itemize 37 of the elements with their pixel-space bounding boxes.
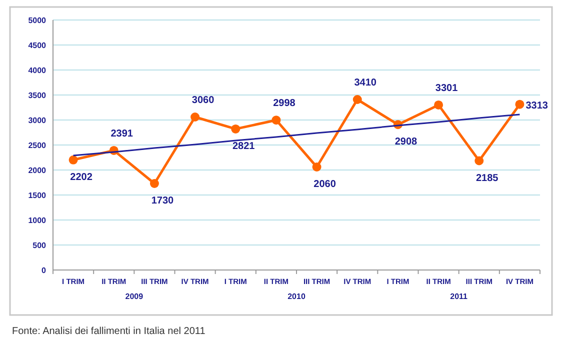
y-tick-label: 3000 (28, 116, 47, 125)
y-tick-label: 1000 (28, 216, 47, 225)
y-tick-label: 3500 (28, 91, 47, 100)
data-label: 1730 (151, 196, 174, 206)
data-label: 2908 (394, 136, 418, 148)
point (434, 100, 444, 110)
y-tick-label: 2500 (28, 141, 47, 150)
text: 2010 (288, 292, 306, 301)
point (474, 156, 484, 166)
text: 2009 (125, 292, 144, 301)
data-label: 2060 (314, 179, 336, 190)
y-tick-label: 5000 (28, 16, 47, 25)
point (312, 162, 322, 172)
y-tick-label: 0 (42, 266, 47, 275)
point (352, 95, 362, 104)
data-label: 3060 (192, 95, 215, 106)
data-label: 2185 (476, 172, 499, 184)
y-tick-label: 4500 (28, 41, 47, 50)
data-label: 3410 (354, 78, 377, 88)
data-label: 3313 (526, 100, 548, 112)
point (272, 116, 281, 125)
data-label: 2391 (110, 128, 134, 140)
y-tick-label: 2000 (28, 166, 47, 175)
text: 2011 (450, 292, 468, 301)
source-note: Fonte: Analisi dei fallimenti in Italia nel 2011 (12, 326, 206, 337)
point (515, 100, 524, 109)
point (150, 179, 159, 188)
data-label: 2821 (232, 140, 256, 152)
y-tick-label: 4000 (28, 66, 47, 75)
point (231, 124, 240, 134)
data-label: 3301 (435, 82, 458, 94)
y-tick-label: 500 (32, 241, 47, 250)
data-label: 2202 (70, 172, 93, 183)
point (190, 112, 200, 122)
y-tick-label: 1500 (28, 191, 47, 200)
data-label: 2998 (273, 98, 296, 110)
point (68, 155, 78, 164)
